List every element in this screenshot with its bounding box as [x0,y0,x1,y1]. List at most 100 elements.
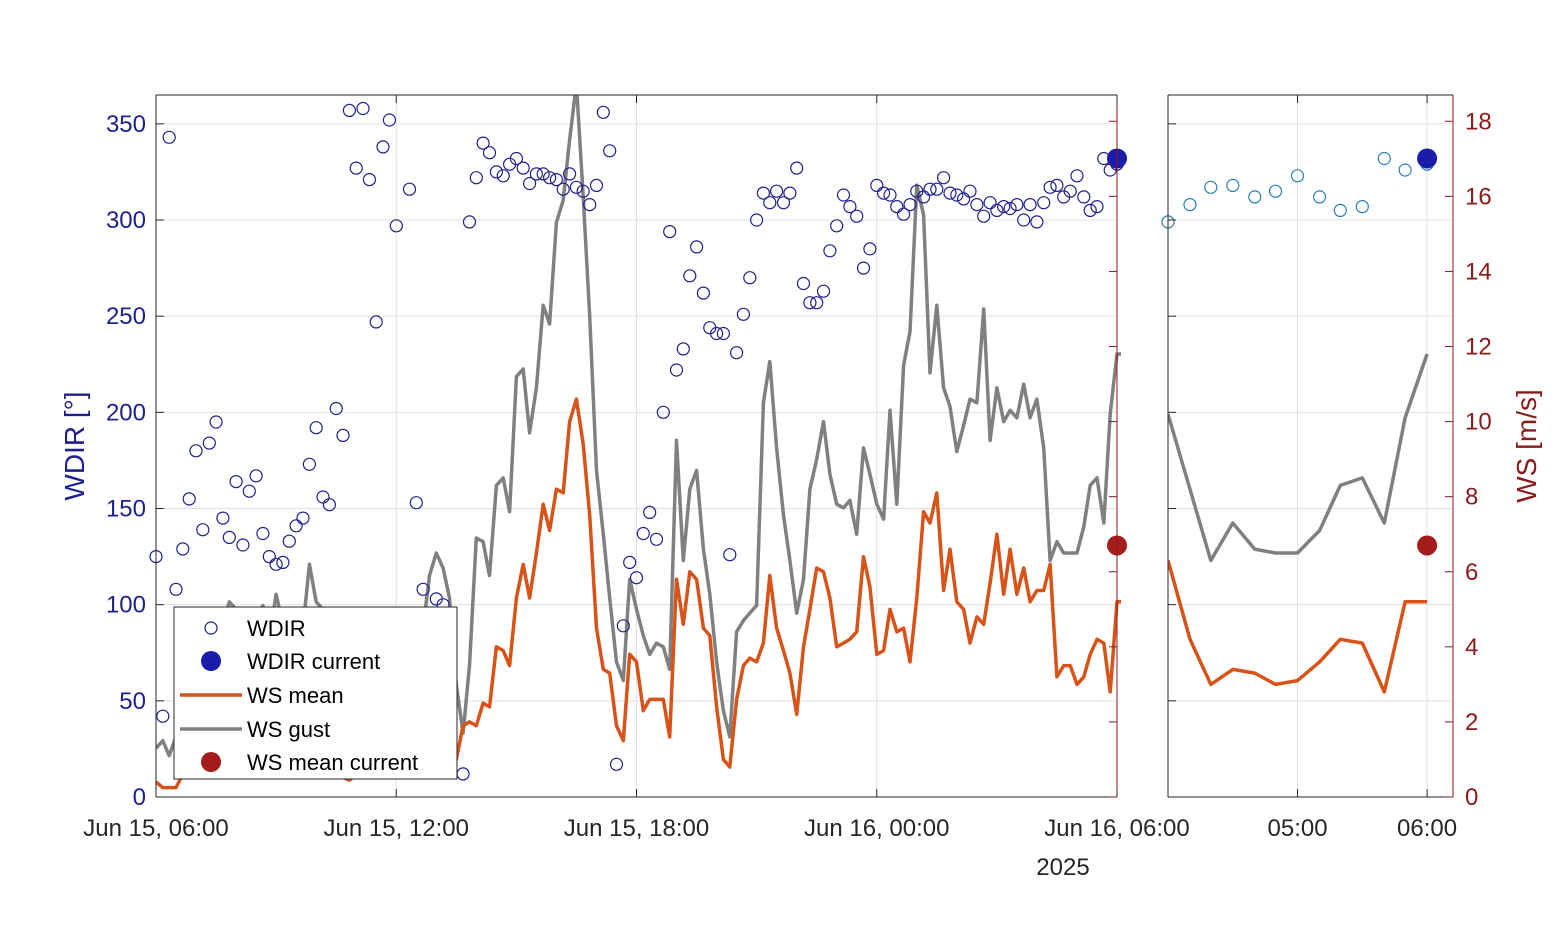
zoom-wdir-point-5 [1268,184,1283,198]
main-wdir-point-60 [562,167,577,181]
main-x-tick-label-0: Jun 15, 06:00 [83,815,228,842]
main-wdir-point-136 [1070,169,1084,183]
main-wdir-point-80 [696,286,711,300]
right-tick-label-4: 8 [1465,484,1478,511]
zoom-wdir-point-4 [1248,190,1262,204]
zoom-wdir-point-6 [1290,169,1305,183]
left-tick-label-5: 250 [106,303,146,330]
main-wdir-point-104 [856,261,871,275]
main-wdir-point-38 [409,496,423,510]
main-wdir-point-16 [256,526,270,541]
main-wdir-point-35 [382,113,396,127]
zoom-x-tick-label-1: 06:00 [1397,815,1457,842]
main-wdir-point-106 [870,178,884,192]
main-wdir-point-34 [376,140,390,154]
main-wdir-point-29 [342,103,356,118]
main-wdir-point-58 [549,173,564,187]
main-wdir-point-44 [456,767,470,781]
main-wdir-point-88 [749,213,764,227]
main-wdir-point-26 [322,498,336,512]
main-wdir-point-66 [603,144,617,158]
main-wdir-point-84 [723,548,737,562]
left-axis-label: WDIR [°] [59,391,90,500]
main-wdir-point-68 [616,619,630,633]
main-wdir-point-82 [709,326,724,341]
right-tick-label-0: 0 [1465,784,1478,811]
zoom-series [1161,148,1438,694]
main-wdir-point-23 [302,457,316,471]
zoom-ws-mean-line [1168,560,1428,694]
main-wdir-point-52 [509,151,524,166]
main-wdir-point-7 [196,523,210,537]
zoom-wdir-point-9 [1355,200,1369,214]
main-wdir-point-132 [1043,180,1057,194]
left-tick-label-7: 350 [106,111,146,138]
main-wdir-point-37 [402,182,417,196]
right-tick-label-9: 18 [1465,108,1492,135]
main-wdir-point-31 [356,101,370,116]
main-wdir-point-121 [970,198,984,212]
legend-ws-current-label: WS mean current [247,750,418,775]
main-wdir-point-36 [389,219,403,233]
zoom-wdir-point-8 [1333,203,1347,217]
main-wdir-point-90 [763,196,777,210]
left-tick-label-6: 300 [106,207,146,234]
main-wdir-point-130 [1030,215,1044,229]
main-wdir-point-128 [1017,213,1031,227]
legend-wdir-marker [204,621,218,635]
main-wdir-point-10 [216,511,230,525]
zoom-plot-area [1168,353,1429,694]
main-wdir-point-22 [296,511,310,525]
main-wdir-point-129 [1023,198,1037,212]
main-wdir-point-137 [1077,190,1091,204]
main-x-tick-label-4: Jun 16, 06:00 [1044,815,1189,842]
axes: 0 50 100 150 200 250 300 350 0 2 4 6 8 10 12 14 16 18 Jun … [83,94,1492,842]
main-wdir-point-101 [836,188,851,202]
main-wdir-point-4 [176,542,190,556]
main-wdir-point-89 [756,186,771,200]
main-wdir-point-47 [476,136,490,150]
main-wdir-point-11 [222,530,236,545]
legend-wdir-current-marker [201,651,221,671]
main-wdir-point-71 [636,526,650,541]
main-x-tick-label-2: Jun 15, 18:00 [564,815,709,842]
main-wdir-point-133 [1050,178,1064,192]
main-wdir-point-24 [309,421,323,435]
main-wdir-point-124 [990,203,1004,217]
main-wdir-point-97 [810,296,824,310]
left-tick-label-2: 100 [106,592,146,619]
zoom-x-tick-label-0: 05:00 [1268,815,1328,842]
zoom-ws-gust-line [1168,353,1429,563]
main-wdir-point-19 [276,555,290,570]
main-wdir-point-17 [262,549,276,564]
main-ws-mean-line [156,397,1121,790]
main-wdir-point-73 [649,532,664,546]
main-wdir-point-102 [843,200,857,214]
main-wdir-point-111 [903,198,917,212]
main-wdir-point-63 [583,198,597,212]
main-wdir-point-30 [349,161,363,175]
left-tick-label-1: 50 [119,688,146,715]
main-wdir-point-126 [1003,201,1017,216]
main-wdir-point-98 [816,284,831,298]
main-wdir-point-113 [916,190,931,204]
zoom-wdir-point-1 [1183,198,1197,212]
main-wdir-point-99 [823,244,837,258]
zoom-ws-current-marker [1417,535,1438,556]
main-wdir-point-105 [863,242,877,256]
main-wdir-point-120 [963,184,977,198]
left-tick-label-0: 0 [133,784,146,811]
main-wdir-point-8 [202,436,216,450]
main-wdir-point-100 [830,219,844,233]
main-wdir-point-64 [589,178,604,192]
main-wdir-point-77 [676,342,690,356]
right-tick-label-7: 14 [1465,258,1492,285]
main-wdir-point-118 [950,188,964,202]
main-wdir-point-48 [482,146,497,160]
main-wdir-point-117 [943,186,957,200]
main-wdir-point-108 [883,188,897,202]
legend-box [173,606,458,780]
legend-ws-mean-label: WS mean [247,683,344,708]
main-wdir-point-15 [249,469,263,483]
